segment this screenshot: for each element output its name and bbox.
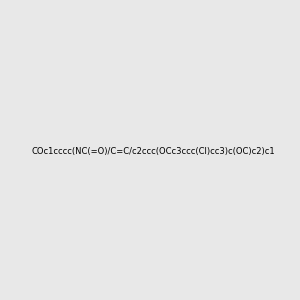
Text: COc1cccc(NC(=O)/C=C/c2ccc(OCc3ccc(Cl)cc3)c(OC)c2)c1: COc1cccc(NC(=O)/C=C/c2ccc(OCc3ccc(Cl)cc3…	[32, 147, 276, 156]
